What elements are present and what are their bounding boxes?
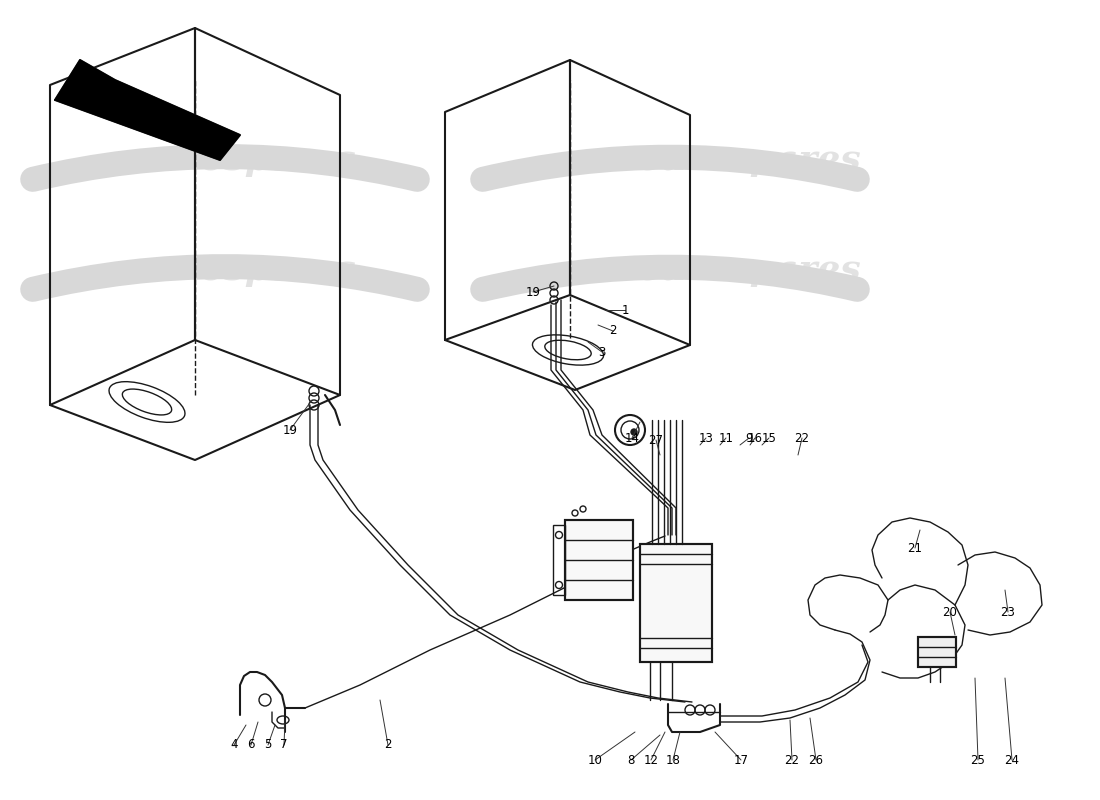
Text: 22: 22 (784, 754, 800, 766)
Text: 12: 12 (644, 754, 659, 766)
Text: eurospares: eurospares (638, 253, 862, 287)
Text: 17: 17 (734, 754, 748, 766)
Bar (640, 544, 712, 662)
Text: 8: 8 (627, 754, 635, 766)
FancyArrowPatch shape (483, 157, 857, 179)
Text: 10: 10 (587, 754, 603, 766)
Bar (565, 520, 632, 600)
Text: 1: 1 (621, 303, 629, 317)
Text: eurospares: eurospares (133, 143, 356, 177)
Text: 22: 22 (794, 431, 810, 445)
Text: 26: 26 (808, 754, 824, 766)
Text: 4: 4 (230, 738, 238, 751)
Text: 9: 9 (746, 431, 752, 445)
Text: 20: 20 (943, 606, 957, 618)
FancyArrowPatch shape (33, 157, 417, 179)
Text: 25: 25 (970, 754, 986, 766)
Circle shape (631, 429, 637, 435)
Text: 18: 18 (666, 754, 681, 766)
Bar (640, 544, 712, 662)
Bar (565, 520, 632, 600)
Bar (553, 525, 565, 595)
Text: eurospares: eurospares (638, 143, 862, 177)
Polygon shape (55, 60, 240, 160)
Text: 24: 24 (1004, 754, 1020, 766)
Text: 21: 21 (908, 542, 923, 554)
Text: eurospares: eurospares (133, 253, 356, 287)
Text: 16: 16 (748, 431, 762, 445)
Text: 19: 19 (526, 286, 540, 298)
FancyArrowPatch shape (33, 266, 417, 290)
Text: 3: 3 (598, 346, 606, 358)
Bar (918, 637, 956, 667)
Text: 14: 14 (625, 431, 639, 445)
FancyArrowPatch shape (483, 267, 857, 290)
Text: 11: 11 (718, 431, 734, 445)
Text: 13: 13 (698, 431, 714, 445)
Bar (918, 637, 956, 667)
Text: 2: 2 (609, 325, 617, 338)
Text: 5: 5 (264, 738, 272, 751)
Text: 6: 6 (248, 738, 255, 751)
Text: 7: 7 (280, 738, 288, 751)
Text: 27: 27 (649, 434, 663, 446)
Text: 19: 19 (283, 423, 297, 437)
Text: 2: 2 (384, 738, 392, 751)
Text: 15: 15 (761, 431, 777, 445)
Text: 23: 23 (1001, 606, 1015, 618)
